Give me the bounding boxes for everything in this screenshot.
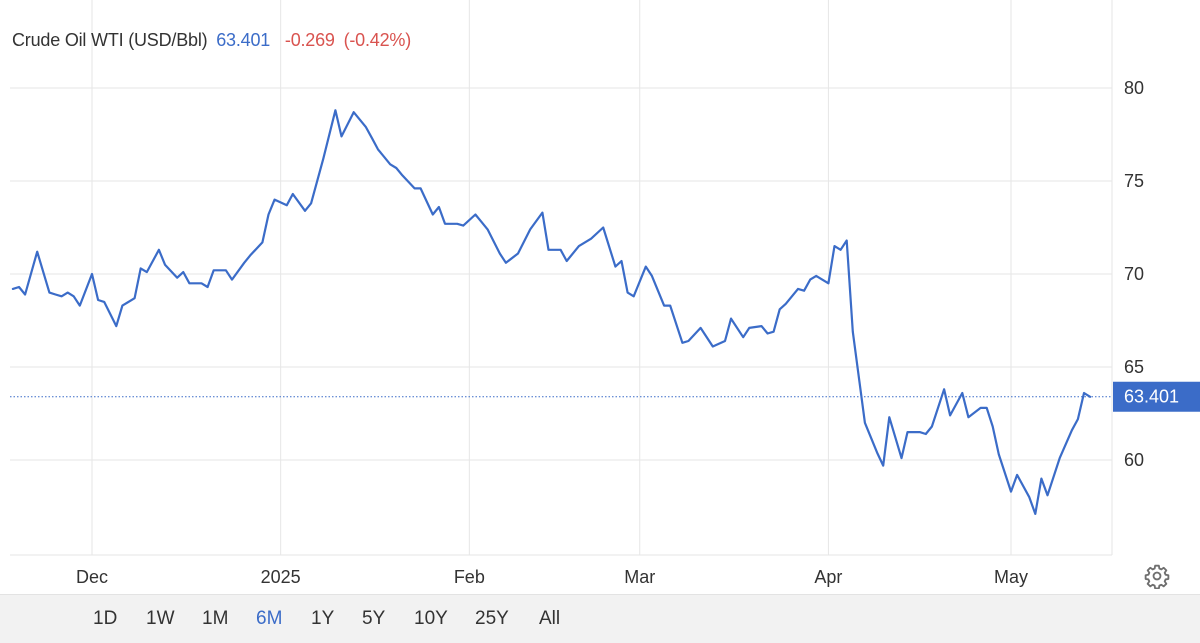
last-value-label: 63.401 (1124, 387, 1179, 407)
current-price: 63.401 (216, 30, 271, 50)
range-button-25y[interactable]: 25Y (475, 608, 509, 629)
y-tick-label: 60 (1124, 450, 1144, 470)
y-axis: 60 65 70 75 80 (1124, 78, 1144, 470)
y-tick-label: 65 (1124, 357, 1144, 377)
range-button-5y[interactable]: 5Y (362, 608, 386, 629)
range-button-1y[interactable]: 1Y (311, 608, 335, 629)
y-tick-label: 80 (1124, 78, 1144, 98)
y-tick-label: 75 (1124, 171, 1144, 191)
x-tick-label: Apr (814, 567, 842, 587)
price-change: -0.269 (284, 30, 335, 50)
x-tick-label: Dec (76, 567, 108, 587)
chart-header: Crude Oil WTI (USD/Bbl) 63.401 -0.269 (-… (12, 30, 411, 51)
range-button-1d[interactable]: 1D (93, 608, 118, 629)
series-layer (11, 109, 1092, 516)
last-value-badge (1113, 381, 1200, 412)
range-button-1w[interactable]: 1W (146, 608, 175, 629)
series-line (11, 109, 1092, 516)
price-chart[interactable]: 60 65 70 75 80 Dec 2025 Feb Mar Apr May 63.401 Cr… (0, 0, 1200, 594)
x-tick-label: 2025 (261, 567, 301, 587)
gear-icon[interactable] (1144, 563, 1170, 590)
range-button-1m[interactable]: 1M (202, 608, 229, 629)
x-tick-label: May (994, 567, 1028, 587)
range-selector: 1D 1W 1M 6M 1Y 5Y 10Y 25Y All (0, 594, 1200, 643)
chart-canvas[interactable]: 60 65 70 75 80 Dec 2025 Feb Mar Apr May 63.401 (0, 0, 1200, 594)
x-tick-label: Feb (454, 567, 485, 587)
range-button-all[interactable]: All (539, 608, 561, 629)
y-tick-label: 70 (1124, 264, 1144, 284)
grid-layer (10, 0, 1113, 556)
range-button-6m[interactable]: 6M (256, 608, 283, 629)
x-axis: Dec 2025 Feb Mar Apr May (76, 567, 1028, 587)
price-change-percent: (-0.42%) (343, 30, 412, 50)
x-tick-label: Mar (624, 567, 655, 587)
instrument-title: Crude Oil WTI (USD/Bbl) (12, 30, 208, 50)
range-button-10y[interactable]: 10Y (414, 608, 448, 629)
last-value-layer: 63.401 (10, 381, 1200, 412)
